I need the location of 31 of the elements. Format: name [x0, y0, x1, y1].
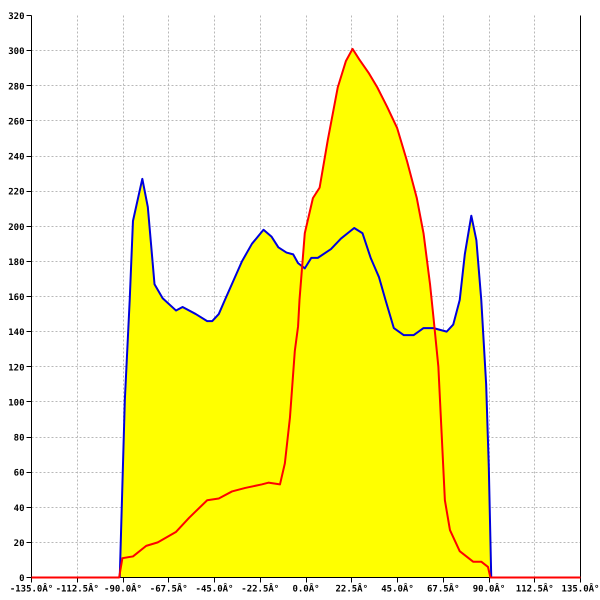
y-tick-label: 80: [14, 434, 25, 444]
y-tick-label: 200: [8, 222, 25, 233]
y-tick-label: 140: [8, 328, 25, 338]
x-tick-label: 135.0Â°: [562, 582, 600, 594]
y-tick-label: 0: [19, 574, 25, 584]
y-tick-label: 320: [8, 12, 25, 22]
x-tick-label: -112.5Â°: [56, 582, 99, 594]
y-tick-label: 260: [8, 117, 25, 128]
y-tick-label: 160: [8, 293, 25, 303]
y-tick-label: 120: [8, 363, 25, 374]
y-tick-label: 180: [8, 258, 25, 268]
x-tick-label: 112.5Â°: [516, 582, 554, 594]
y-tick-label: 40: [14, 504, 25, 514]
x-tick-label: -90.0Â°: [104, 582, 142, 594]
y-tick-label: 280: [8, 82, 25, 92]
y-tick-label: 60: [14, 468, 25, 479]
y-tick-label: 20: [14, 538, 25, 549]
x-tick-label: 67.5Â°: [426, 582, 460, 594]
x-tick-label: 90.0Â°: [472, 582, 506, 594]
y-tick-label: 300: [8, 47, 25, 58]
x-tick-label: -45.0Â°: [196, 582, 234, 594]
y-tick-label: 220: [8, 188, 25, 198]
x-tick-label: -22.5Â°: [241, 582, 280, 594]
x-tick-label: -67.5Â°: [150, 582, 188, 594]
y-tick-label: 240: [8, 152, 25, 162]
y-tick-label: 100: [8, 398, 25, 408]
x-tick-label: 22.5Â°: [335, 582, 368, 594]
line-series: [118, 178, 492, 578]
x-tick-label: -135.0Â°: [10, 582, 54, 594]
x-tick-label: 45.0Â°: [381, 582, 414, 594]
x-tick-label: 0.0Â°: [292, 582, 320, 594]
